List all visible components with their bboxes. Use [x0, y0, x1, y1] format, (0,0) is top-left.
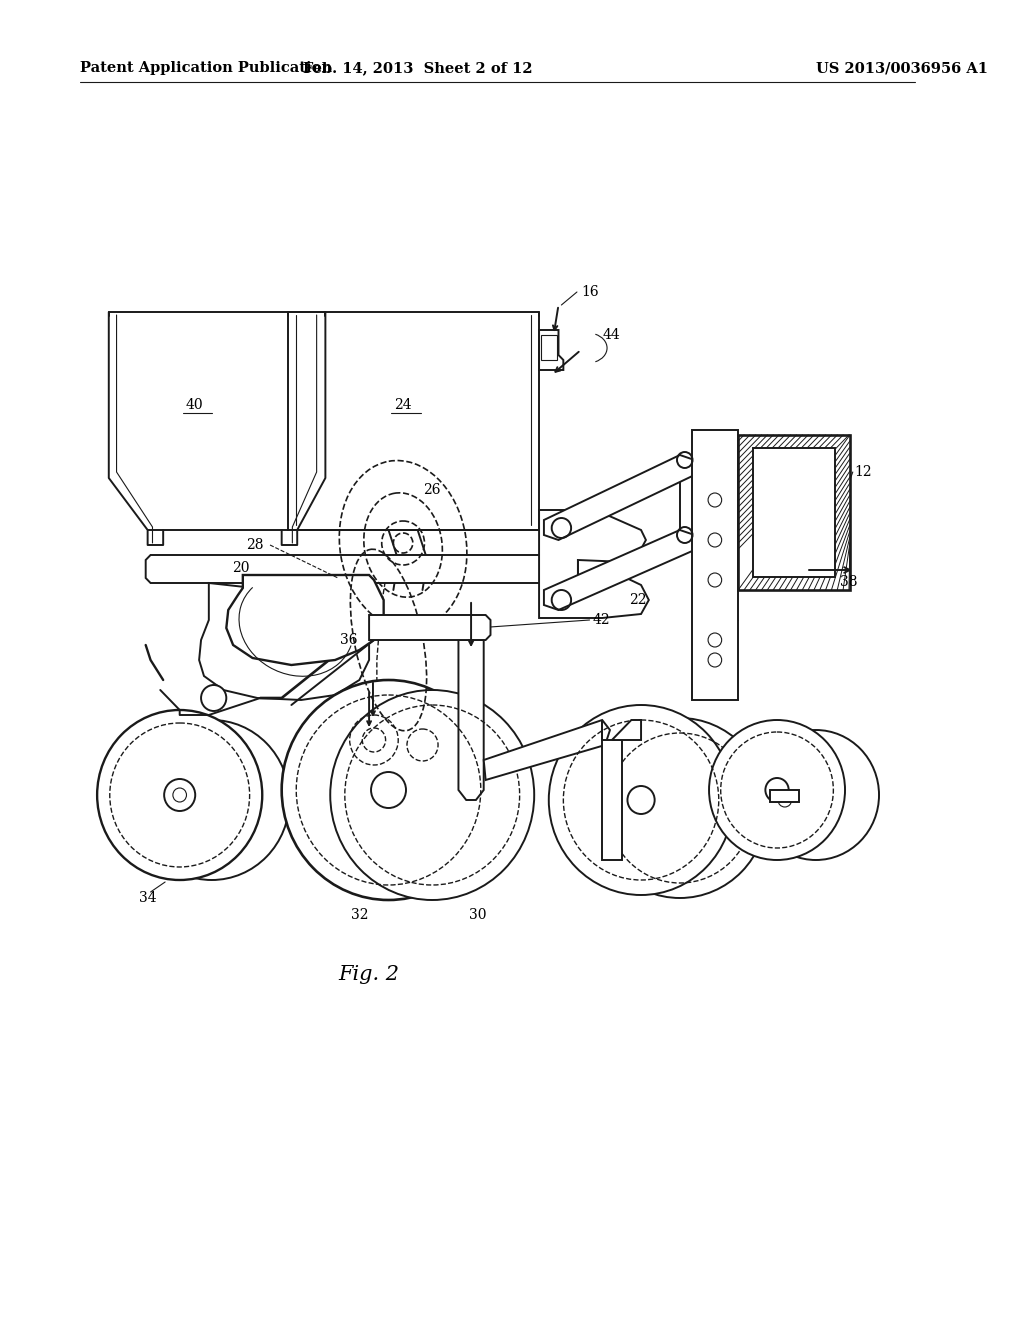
Text: 22: 22: [630, 593, 647, 607]
Polygon shape: [544, 455, 694, 540]
Text: 20: 20: [232, 561, 250, 576]
Bar: [753, 447, 836, 577]
Polygon shape: [544, 531, 694, 610]
Circle shape: [282, 680, 496, 900]
Text: 24: 24: [394, 399, 412, 412]
Bar: [541, 335, 557, 360]
Text: 42: 42: [593, 612, 610, 627]
Bar: [770, 789, 800, 803]
Polygon shape: [483, 719, 610, 780]
Circle shape: [593, 718, 767, 898]
Text: Feb. 14, 2013  Sheet 2 of 12: Feb. 14, 2013 Sheet 2 of 12: [303, 61, 532, 75]
Text: 28: 28: [246, 539, 263, 552]
Text: US 2013/0036956 A1: US 2013/0036956 A1: [816, 61, 988, 75]
Text: 12: 12: [855, 465, 872, 479]
Polygon shape: [145, 554, 578, 583]
Text: 36: 36: [340, 634, 357, 647]
Text: Fig. 2: Fig. 2: [339, 965, 399, 985]
Circle shape: [201, 685, 226, 711]
Text: Patent Application Publication: Patent Application Publication: [80, 61, 332, 75]
Polygon shape: [199, 583, 369, 700]
Text: 26: 26: [424, 483, 441, 498]
Polygon shape: [691, 430, 738, 700]
Circle shape: [753, 730, 879, 861]
Text: 38: 38: [840, 576, 858, 589]
Bar: [738, 436, 850, 590]
Circle shape: [97, 710, 262, 880]
Text: 30: 30: [469, 908, 486, 921]
Circle shape: [709, 719, 845, 861]
Polygon shape: [612, 719, 641, 741]
Circle shape: [134, 719, 290, 880]
Polygon shape: [459, 640, 483, 800]
Circle shape: [549, 705, 733, 895]
Text: 34: 34: [139, 891, 157, 906]
Polygon shape: [602, 719, 622, 861]
Circle shape: [330, 690, 535, 900]
Text: 32: 32: [350, 908, 368, 921]
Text: 44: 44: [602, 327, 620, 342]
Polygon shape: [539, 330, 563, 370]
Polygon shape: [539, 510, 649, 618]
Text: 40: 40: [185, 399, 203, 412]
Text: 16: 16: [581, 285, 598, 300]
Polygon shape: [369, 615, 490, 640]
Polygon shape: [226, 576, 384, 665]
